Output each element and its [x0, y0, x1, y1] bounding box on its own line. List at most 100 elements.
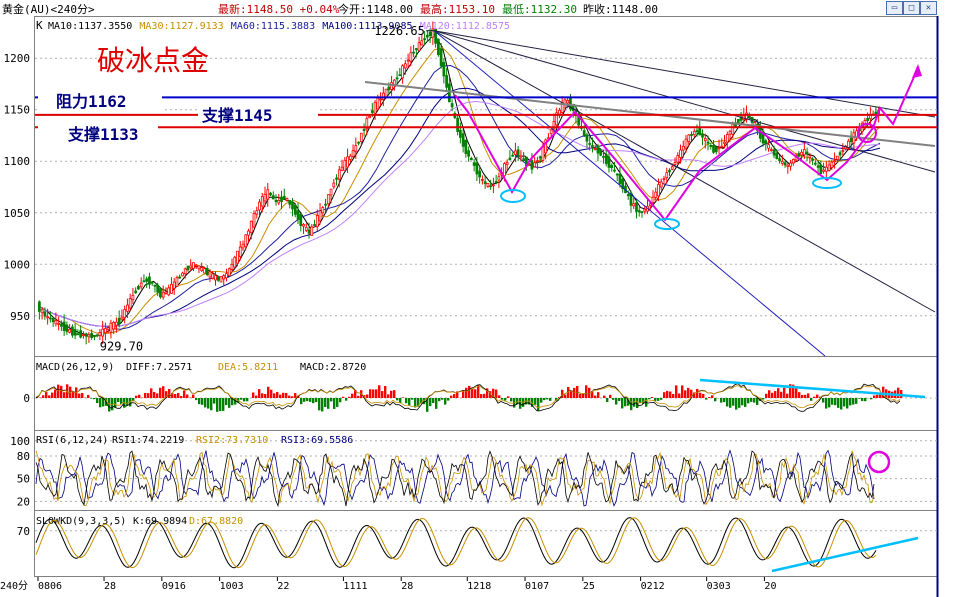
candle-body — [505, 162, 509, 165]
y-tick-label: 1000 — [4, 258, 31, 271]
macd-histogram-bar — [861, 398, 864, 402]
candle-body — [450, 103, 454, 108]
candle-body — [698, 128, 702, 136]
candle-body — [93, 335, 96, 338]
candle-body — [629, 192, 633, 206]
candle-body — [172, 281, 176, 289]
macd-histogram-bar — [777, 388, 780, 398]
candle-body — [282, 195, 286, 200]
macd-dea-value: DEA:5.8211 — [218, 362, 278, 373]
candle-body — [566, 100, 570, 104]
macd-histogram-bar — [774, 391, 777, 398]
candle-body — [701, 133, 704, 138]
macd-histogram-bar — [831, 398, 834, 405]
candle-body — [467, 150, 470, 157]
candle-body — [668, 169, 671, 173]
low-price: 最低:1132.30 — [502, 3, 577, 16]
macd-histogram-bar — [690, 389, 693, 398]
candle-body — [445, 75, 448, 88]
candle-body — [615, 173, 619, 176]
candle-body — [324, 203, 327, 206]
candle-body — [211, 273, 215, 279]
candle-body — [159, 288, 162, 298]
macd-histogram-bar — [732, 398, 735, 406]
candle-body — [318, 210, 322, 222]
candle-body — [313, 224, 316, 226]
macd-histogram-bar — [657, 398, 660, 401]
macd-histogram-bar — [876, 394, 879, 398]
candle-body — [489, 185, 493, 188]
candle-body — [420, 40, 424, 46]
macd-histogram-bar — [744, 398, 747, 407]
macd-histogram-bar — [348, 396, 351, 398]
candle-body — [618, 173, 622, 185]
y-tick-label: 1150 — [4, 104, 31, 117]
candle-body — [156, 284, 160, 293]
candle-body — [684, 138, 688, 149]
high-price: 最高:1153.10 — [420, 3, 495, 16]
candle-body — [692, 131, 696, 136]
macd-histogram-bar — [849, 398, 852, 406]
macd-histogram-bar — [576, 386, 579, 398]
candle-body — [161, 291, 165, 298]
macd-histogram-bar — [636, 398, 639, 409]
macd-histogram-bar — [321, 398, 324, 412]
macd-histogram-bar — [201, 398, 204, 405]
fan-trendline — [433, 30, 826, 357]
macd-histogram-bar — [540, 398, 543, 403]
candle-body — [260, 196, 264, 207]
candle-body — [448, 83, 451, 103]
candle-body — [425, 34, 429, 38]
candle-body — [304, 226, 308, 231]
macd-histogram-bar — [780, 391, 783, 398]
kd-line-0 — [35, 517, 877, 569]
candle-body — [789, 162, 792, 167]
macd-histogram-bar — [585, 385, 588, 398]
macd-histogram-bar — [897, 387, 900, 398]
candle-body — [783, 162, 787, 166]
macd-histogram-bar — [828, 398, 831, 408]
macd-histogram-bar — [729, 398, 732, 408]
candle-body — [348, 155, 352, 160]
macd-histogram-bar — [144, 392, 147, 398]
candle-body — [676, 155, 680, 163]
macd-histogram-bar — [213, 398, 216, 404]
x-tick-label: 0107 — [525, 581, 549, 592]
candle-body — [95, 334, 99, 337]
macd-histogram-bar — [789, 384, 792, 398]
candle-body — [197, 265, 201, 270]
candle-body — [769, 149, 773, 151]
macd-histogram-bar — [567, 387, 570, 398]
fan-trendline — [434, 30, 936, 118]
candle-body — [137, 285, 140, 290]
bottom-ellipse-3 — [812, 177, 842, 189]
macd-histogram-bar — [573, 387, 576, 398]
macd-histogram-bar — [417, 398, 420, 407]
candle-body — [370, 110, 374, 113]
candle-body — [822, 169, 825, 172]
candle-body — [687, 134, 691, 142]
macd-histogram-bar — [486, 388, 489, 398]
macd-histogram-bar — [54, 389, 57, 398]
macd-histogram-bar — [699, 392, 702, 398]
macd-histogram-bar — [843, 398, 846, 407]
close-icon[interactable]: ✕ — [920, 1, 937, 15]
candle-body — [329, 188, 333, 196]
maximize-icon[interactable]: □ — [903, 1, 920, 15]
candle-body — [387, 86, 391, 91]
rsi-tick-label: 20 — [17, 495, 30, 508]
candle-body — [131, 295, 135, 301]
candle-body — [362, 129, 366, 131]
candle-body — [591, 145, 594, 149]
candle-body — [569, 98, 572, 110]
candle-body — [68, 328, 72, 333]
macd-histogram-bar — [546, 398, 549, 400]
candle-body — [536, 160, 539, 163]
macd-histogram-bar — [834, 398, 837, 406]
macd-histogram-bar — [648, 398, 651, 400]
candle-body — [148, 276, 151, 285]
macd-histogram-bar — [669, 391, 672, 398]
candle-body — [436, 38, 440, 56]
macd-histogram-bar — [765, 393, 768, 398]
restore-icon[interactable]: ▭ — [886, 1, 903, 15]
